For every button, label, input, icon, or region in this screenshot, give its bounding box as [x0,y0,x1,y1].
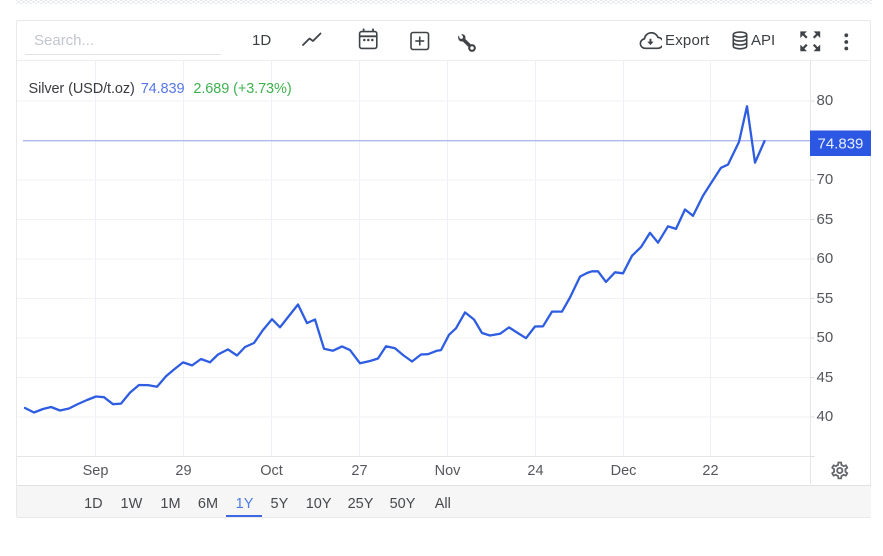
svg-text:74.839: 74.839 [818,136,864,153]
